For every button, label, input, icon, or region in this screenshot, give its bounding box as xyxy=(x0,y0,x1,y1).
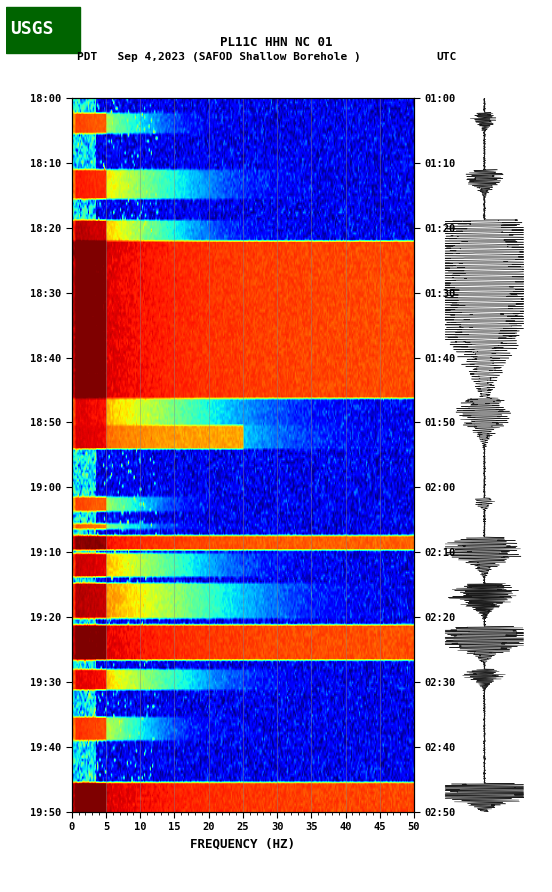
FancyBboxPatch shape xyxy=(6,7,80,53)
Text: PDT   Sep 4,2023: PDT Sep 4,2023 xyxy=(77,52,185,62)
Text: PL11C HHN NC 01: PL11C HHN NC 01 xyxy=(220,36,332,49)
Text: USGS: USGS xyxy=(10,20,54,37)
X-axis label: FREQUENCY (HZ): FREQUENCY (HZ) xyxy=(190,838,295,851)
Text: UTC: UTC xyxy=(436,52,457,62)
Text: (SAFOD Shallow Borehole ): (SAFOD Shallow Borehole ) xyxy=(192,52,360,62)
